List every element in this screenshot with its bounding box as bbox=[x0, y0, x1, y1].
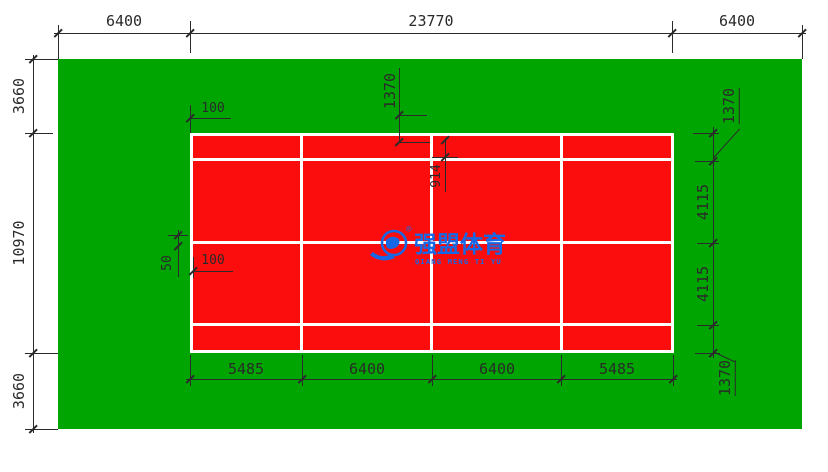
dimension-line bbox=[693, 133, 719, 134]
dim-label-baseline-to-service: 5485 bbox=[227, 360, 265, 378]
extension-line bbox=[673, 355, 674, 386]
court-cell bbox=[303, 136, 430, 158]
court-cell bbox=[563, 161, 671, 241]
dimension-line bbox=[399, 142, 430, 143]
ann-label-line-width-50: 50 bbox=[159, 255, 175, 271]
dim-label-left-margin-top: 3660 bbox=[9, 77, 28, 115]
extension-line bbox=[302, 355, 303, 386]
ann-label-914: 914 bbox=[428, 164, 444, 188]
dim-label-half-court-top: 4115 bbox=[693, 183, 712, 221]
court-cell bbox=[193, 136, 300, 158]
court-cell bbox=[193, 244, 300, 323]
court-cell bbox=[433, 326, 560, 350]
court-cell bbox=[433, 136, 560, 158]
dimension-line bbox=[695, 161, 719, 162]
court-cell bbox=[433, 244, 560, 323]
extension-line bbox=[190, 355, 191, 386]
dimension-line bbox=[25, 353, 58, 354]
court-cell bbox=[193, 326, 300, 350]
dimension-line bbox=[25, 133, 53, 134]
logo-bird-icon bbox=[386, 236, 400, 249]
extension-line bbox=[58, 25, 59, 59]
court-cell bbox=[193, 161, 300, 241]
watermark-cn-text: 强盟体育 bbox=[414, 231, 506, 258]
extension-line bbox=[190, 105, 191, 133]
extension-line bbox=[802, 25, 803, 59]
court-cell bbox=[303, 161, 430, 241]
watermark-en-text: QIANG MENG TI YU bbox=[415, 257, 502, 266]
extension-line bbox=[33, 55, 34, 433]
extension-line bbox=[178, 230, 179, 277]
extension-line bbox=[561, 355, 562, 386]
ann-label-line-width-100-mid: 100 bbox=[201, 253, 225, 268]
dim-label-alley-top: 1370 bbox=[719, 87, 740, 125]
dimension-line bbox=[25, 59, 58, 60]
dim-label-service-to-net-left: 6400 bbox=[348, 360, 386, 378]
dimension-line bbox=[25, 429, 58, 430]
dim-label-alley-bottom: 1370 bbox=[715, 359, 736, 397]
dim-label-service-to-baseline: 5485 bbox=[598, 360, 636, 378]
court-cell bbox=[303, 326, 430, 350]
registered-mark: ® bbox=[406, 225, 412, 235]
dim-label-service-to-net-right: 6400 bbox=[478, 360, 516, 378]
dimension-line bbox=[697, 243, 719, 244]
dim-label-court-length: 23770 bbox=[408, 12, 454, 30]
dimension-line bbox=[697, 325, 719, 326]
dimension-line bbox=[54, 33, 806, 34]
court-cell bbox=[563, 326, 671, 350]
extension-line bbox=[190, 21, 191, 53]
court-cell bbox=[433, 161, 560, 241]
dim-label-top-margin-left: 6400 bbox=[105, 12, 143, 30]
dimension-line bbox=[193, 271, 233, 272]
extension-line bbox=[432, 355, 433, 386]
dimension-line bbox=[695, 353, 720, 354]
dimension-line bbox=[190, 118, 231, 119]
court-cell bbox=[303, 244, 430, 323]
extension-line bbox=[445, 138, 446, 192]
extension-line bbox=[399, 68, 400, 142]
dim-label-left-margin-bottom: 3660 bbox=[9, 372, 28, 410]
logo-circle-icon bbox=[380, 229, 408, 257]
dim-label-top-margin-right: 6400 bbox=[718, 12, 756, 30]
extension-line bbox=[672, 21, 673, 53]
tennis-court bbox=[190, 133, 674, 353]
ann-label-1370-top-center: 1370 bbox=[380, 72, 399, 110]
dim-label-court-width: 10970 bbox=[9, 220, 28, 266]
logo-swoosh-icon bbox=[370, 252, 395, 261]
court-cell bbox=[563, 244, 671, 323]
ann-label-line-width-100-top: 100 bbox=[201, 101, 225, 116]
court-cell bbox=[563, 136, 671, 158]
dim-label-half-court-bot: 4115 bbox=[693, 265, 712, 303]
watermark-logo: ® 强盟体育 QIANG MENG TI YU bbox=[370, 225, 506, 266]
dimension-line bbox=[399, 115, 427, 116]
